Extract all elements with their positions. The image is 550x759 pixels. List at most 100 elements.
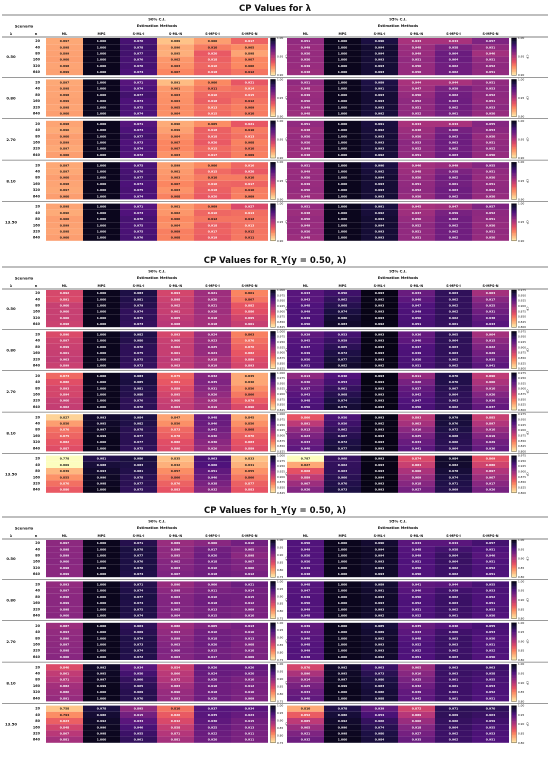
heatmap-cell <box>120 350 157 357</box>
cell-value: 1.000 <box>97 188 107 192</box>
heatmap-cell <box>287 445 324 452</box>
colorbar-segment <box>511 209 517 212</box>
lambda-value: 0.80 <box>6 598 16 603</box>
heatmap-cell <box>361 209 398 216</box>
cell-value: 0.911 <box>245 236 255 240</box>
heatmap-cell <box>361 187 398 194</box>
colorbar-segment <box>511 699 517 702</box>
colorbar-label: CP <box>285 389 289 393</box>
cell-value: 0.951 <box>301 122 311 126</box>
heatmap-cell <box>398 151 435 158</box>
cell-value: 0.966 <box>449 440 459 444</box>
colorbar-segment <box>270 236 276 238</box>
n-value: 160 <box>33 434 41 438</box>
cell-value: 0.897 <box>60 541 70 545</box>
colorbar-segment <box>270 110 276 113</box>
heatmap-cell <box>194 85 231 92</box>
cell-value: 0.963 <box>449 643 459 647</box>
colorbar-tick: 0.85 <box>518 566 524 570</box>
cell-value: 0.948 <box>301 194 311 198</box>
cell-value: 0.827 <box>60 415 70 419</box>
cell-value: 0.919 <box>208 236 218 240</box>
cell-value: 0.915 <box>208 112 218 116</box>
heatmap-cell <box>46 385 83 392</box>
colorbar-segment <box>270 122 276 125</box>
cell-value: 0.884 <box>412 463 422 467</box>
heatmap-cell <box>194 480 231 487</box>
cell-value: 0.903 <box>171 64 181 68</box>
cell-value: 0.998 <box>97 482 107 486</box>
colorbar-segment <box>270 101 276 103</box>
heatmap-cell <box>120 98 157 105</box>
method-label: S-ML-N <box>410 32 423 36</box>
colorbar-segment <box>270 678 276 680</box>
heatmap-cell <box>157 356 194 363</box>
cell-value: 0.981 <box>134 469 144 473</box>
heatmap-cell <box>231 69 268 76</box>
heatmap-cell <box>83 145 120 152</box>
cell-value: 0.913 <box>245 636 255 640</box>
cell-value: 0.902 <box>171 560 181 564</box>
heatmap-cell <box>287 372 324 379</box>
colorbar-tick: 0.975 <box>518 412 526 416</box>
colorbar-tick: 0.850 <box>277 361 285 365</box>
heatmap-cell <box>157 587 194 594</box>
method-label: ML <box>62 32 68 36</box>
heatmap-cell <box>46 403 83 410</box>
cell-value: 0.861 <box>60 672 70 676</box>
cell-value: 0.949 <box>412 310 422 314</box>
heatmap-cell <box>46 216 83 223</box>
colorbar-segment <box>270 165 276 168</box>
cell-value: 0.962 <box>449 217 459 221</box>
cell-value: 0.910 <box>245 128 255 132</box>
cell-value: 0.926 <box>412 380 422 384</box>
cell-value: 0.917 <box>486 297 496 301</box>
heatmap-cell <box>435 705 472 712</box>
heatmap-cell <box>324 468 361 475</box>
cell-value: 0.949 <box>301 566 311 570</box>
cell-value: 0.950 <box>486 636 496 640</box>
heatmap-cell <box>157 439 194 446</box>
colorbar-segment <box>270 231 276 234</box>
colorbar-segment <box>511 367 517 369</box>
cell-value: 0.912 <box>245 601 255 605</box>
colorbar-segment <box>270 359 276 362</box>
heatmap-cell <box>398 564 435 571</box>
colorbar-segment <box>270 622 276 625</box>
heatmap-cell <box>361 56 398 63</box>
heatmap-cell <box>120 641 157 648</box>
cell-value: 0.940 <box>301 696 311 700</box>
cell-value: 0.975 <box>134 446 144 450</box>
colorbar-tick: 0.85 <box>518 690 524 694</box>
cell-value: 0.934 <box>412 440 422 444</box>
heatmap-cell <box>472 228 509 235</box>
colorbar-segment <box>511 636 517 639</box>
cell-value: 0.903 <box>171 364 181 368</box>
heatmap-cell <box>231 168 268 175</box>
colorbar-segment <box>511 82 517 85</box>
n-value: 160 <box>33 58 41 62</box>
cell-value: 1.000 <box>338 624 348 628</box>
cell-value: 0.953 <box>486 607 496 611</box>
cell-value: 0.898 <box>60 93 70 97</box>
heatmap-cell <box>83 664 120 671</box>
colorbar-segment <box>511 151 517 154</box>
heatmap-cell <box>46 151 83 158</box>
heatmap-cell <box>472 234 509 241</box>
cell-value: 0.909 <box>208 205 218 209</box>
heatmap-cell <box>472 676 509 683</box>
heatmap-cell <box>324 397 361 404</box>
cell-value: 0.911 <box>245 738 255 742</box>
heatmap-cell <box>120 44 157 51</box>
cell-value: 0.959 <box>338 339 348 343</box>
cell-value: 0.960 <box>134 678 144 682</box>
cell-value: 0.910 <box>245 649 255 653</box>
heatmap-cell <box>361 432 398 439</box>
cell-value: 0.910 <box>245 176 255 180</box>
n-value: 80 <box>35 52 40 56</box>
heatmap-cell <box>194 736 231 743</box>
cell-value: 0.918 <box>208 188 218 192</box>
colorbar-segment <box>511 293 517 295</box>
cell-value: 0.979 <box>338 405 348 409</box>
heatmap-cell <box>435 44 472 51</box>
